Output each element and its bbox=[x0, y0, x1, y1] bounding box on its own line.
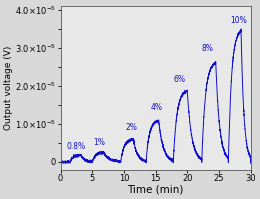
Text: 6%: 6% bbox=[173, 75, 185, 84]
Text: 1%: 1% bbox=[94, 139, 105, 147]
X-axis label: Time (min): Time (min) bbox=[127, 185, 184, 195]
Text: 8%: 8% bbox=[202, 44, 214, 53]
Text: 0.8%: 0.8% bbox=[67, 142, 86, 151]
Text: 2%: 2% bbox=[125, 123, 137, 132]
Text: 10%: 10% bbox=[230, 16, 247, 25]
Text: 4%: 4% bbox=[151, 103, 162, 112]
Y-axis label: Output voltage (V): Output voltage (V) bbox=[4, 46, 13, 130]
